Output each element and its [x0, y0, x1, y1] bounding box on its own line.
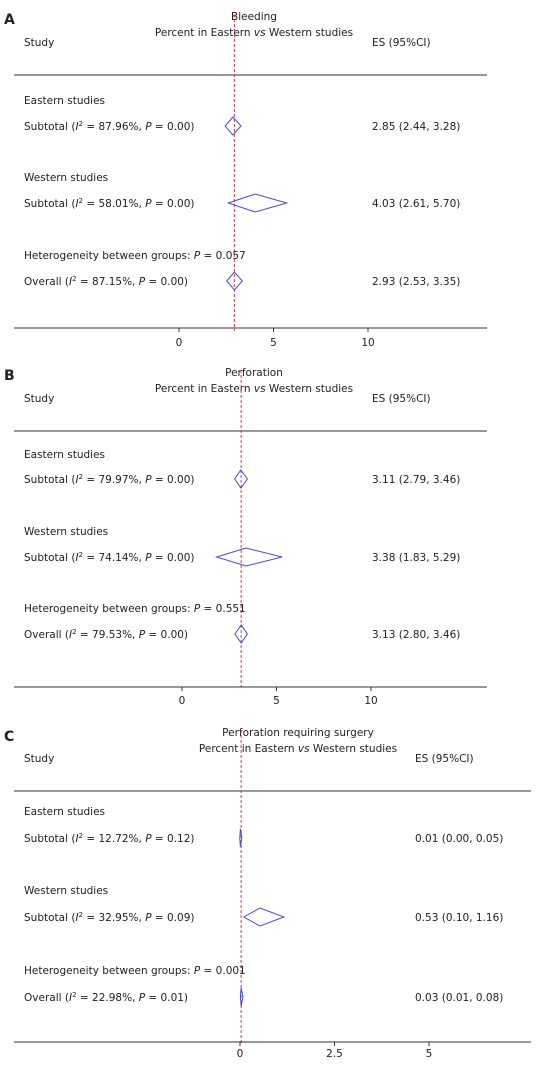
chart-subtitle: Percent in Eastern vs Western studies [199, 743, 397, 755]
chart-subtitle: Percent in Eastern vs Western studies [155, 27, 353, 39]
subtotal-label: Subtotal (I2 = 32.95%, P = 0.09) [24, 911, 195, 924]
chart-title: Bleeding [231, 11, 277, 23]
chart-title: Perforation [225, 367, 283, 379]
subtotal-label: Subtotal (I2 = 12.72%, P = 0.12) [24, 832, 195, 845]
group-label: Eastern studies [24, 95, 105, 107]
forest-plot-svg: B Perforation Percent in Eastern vs Wester… [4, 367, 487, 707]
pooled-estimate-diamond [242, 907, 286, 927]
x-tick-label: 5 [270, 337, 277, 349]
group-label: Eastern studies [24, 806, 105, 818]
header-es: ES (95%CI) [372, 393, 431, 405]
pooled-estimate-diamond [234, 469, 249, 489]
panel-label: B [4, 368, 15, 384]
group-label: Heterogeneity between groups: P = 0.057 [24, 250, 246, 262]
forest-plot-perforation: B Perforation Percent in Eastern vs Wester… [0, 356, 547, 712]
effect-size-ci: 0.01 (0.00, 0.05) [415, 833, 503, 845]
pooled-estimate-diamond [226, 271, 243, 291]
x-tick-label: 0 [179, 695, 186, 707]
effect-size-ci: 3.38 (1.83, 5.29) [372, 552, 460, 564]
pooled-estimate-diamond [239, 828, 243, 848]
subtotal-label: Overall (I2 = 79.53%, P = 0.00) [24, 628, 188, 641]
x-tick-label: 0 [237, 1048, 244, 1060]
subtotal-label: Subtotal (I2 = 79.97%, P = 0.00) [24, 473, 195, 486]
chart-title: Perforation requiring surgery [222, 727, 374, 739]
effect-size-ci: 0.53 (0.10, 1.16) [415, 912, 503, 924]
chart-subtitle: Percent in Eastern vs Western studies [155, 383, 353, 395]
effect-size-ci: 4.03 (2.61, 5.70) [372, 198, 460, 210]
pooled-estimate-diamond [226, 193, 289, 213]
subtotal-label: Overall (I2 = 22.98%, P = 0.01) [24, 991, 188, 1004]
effect-size-ci: 3.11 (2.79, 3.46) [372, 474, 460, 486]
group-label: Western studies [24, 526, 108, 538]
x-tick-label: 10 [364, 695, 377, 707]
forest-plot-perforation-requiring-surgery: C Perforation requiring surgery Percent in… [0, 712, 547, 1068]
forest-plot-svg: A Bleeding Percent in Eastern vs Western s… [4, 11, 487, 349]
x-tick-label: 10 [361, 337, 374, 349]
header-es: ES (95%CI) [372, 37, 431, 49]
header-study: Study [24, 393, 54, 405]
pooled-estimate-diamond [239, 987, 244, 1007]
header-study: Study [24, 753, 54, 765]
group-label: Heterogeneity between groups: P = 0.001 [24, 965, 246, 977]
subtotal-label: Subtotal (I2 = 58.01%, P = 0.00) [24, 197, 195, 210]
header-es: ES (95%CI) [415, 753, 474, 765]
subtotal-label: Subtotal (I2 = 87.96%, P = 0.00) [24, 120, 195, 133]
group-label: Eastern studies [24, 449, 105, 461]
forest-plot-svg: C Perforation requiring surgery Percent in… [4, 727, 531, 1060]
panel-label: A [4, 12, 15, 28]
effect-size-ci: 0.03 (0.01, 0.08) [415, 992, 503, 1004]
x-tick-label: 5 [426, 1048, 433, 1060]
group-label: Western studies [24, 172, 108, 184]
x-tick-label: 2.5 [326, 1048, 343, 1060]
forest-plot-bleeding: A Bleeding Percent in Eastern vs Western s… [0, 0, 547, 356]
panel-label: C [4, 729, 14, 745]
x-tick-label: 0 [176, 337, 183, 349]
subtotal-label: Overall (I2 = 87.15%, P = 0.00) [24, 275, 188, 288]
group-label: Western studies [24, 885, 108, 897]
subtotal-label: Subtotal (I2 = 74.14%, P = 0.00) [24, 551, 195, 564]
effect-size-ci: 3.13 (2.80, 3.46) [372, 629, 460, 641]
pooled-estimate-diamond [224, 116, 242, 136]
effect-size-ci: 2.85 (2.44, 3.28) [372, 121, 460, 133]
pooled-estimate-diamond [214, 547, 283, 567]
x-tick-label: 5 [273, 695, 280, 707]
group-label: Heterogeneity between groups: P = 0.551 [24, 603, 246, 615]
pooled-estimate-diamond [234, 624, 249, 644]
effect-size-ci: 2.93 (2.53, 3.35) [372, 276, 460, 288]
header-study: Study [24, 37, 54, 49]
